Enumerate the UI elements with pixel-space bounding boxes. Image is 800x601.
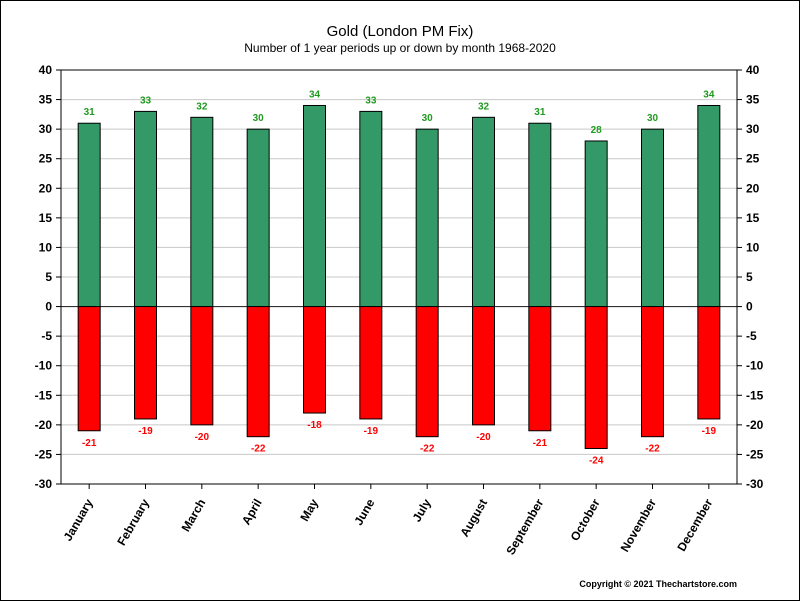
x-tick-label: March [179, 497, 209, 535]
x-tick-label: April [239, 497, 265, 528]
y-tick-label-left: 15 [39, 211, 53, 225]
data-label-down: -19 [138, 426, 153, 437]
y-tick-label-left: 30 [39, 122, 53, 136]
y-tick-label-left: 40 [39, 63, 53, 77]
bar-up [641, 128, 664, 308]
y-tick-label-right: 10 [746, 240, 760, 254]
x-tick-label: June [351, 496, 377, 528]
data-label-down: -19 [364, 426, 379, 437]
y-tick-label-right: -30 [746, 477, 764, 491]
bar-down [584, 306, 608, 450]
bar-down [246, 306, 270, 438]
data-label-up: 30 [253, 113, 265, 124]
data-label-up: 31 [84, 107, 96, 118]
bar-down [303, 306, 326, 414]
chart-title: Gold (London PM Fix) [327, 23, 474, 40]
bar-down [134, 306, 157, 420]
y-tick-label-left: 35 [39, 93, 53, 107]
y-tick-label-right: -10 [746, 359, 764, 373]
data-label-down: -22 [251, 444, 266, 455]
data-labels: 31 -21 33 -19 32 -20 30 -22 34 -18 33 -19 30 -22 32 -20… [82, 89, 717, 466]
data-label-down: -21 [533, 438, 548, 449]
y-tick-label-left: 20 [39, 181, 53, 195]
x-tick-label: October [568, 496, 603, 543]
y-tick-label-right: 25 [746, 152, 760, 166]
y-tick-label-right: 30 [746, 122, 760, 136]
data-label-down: -21 [82, 438, 97, 449]
bars [77, 104, 721, 450]
bar-up [528, 122, 552, 308]
y-tick-label-left: 25 [39, 152, 53, 166]
x-tick-label: February [114, 496, 152, 548]
bar-up [415, 128, 439, 308]
data-label-down: -22 [420, 444, 435, 455]
data-label-down: -20 [476, 432, 491, 443]
data-label-down: -18 [307, 420, 322, 431]
x-tick-label: July [410, 496, 434, 524]
bar-down [641, 306, 664, 438]
bar-up [77, 122, 101, 308]
y-tick-label-left: -20 [35, 418, 53, 432]
bar-up [472, 116, 495, 308]
x-tick-label: August [457, 496, 490, 539]
bar-up [190, 116, 214, 308]
y-tick-label-left: -10 [35, 359, 53, 373]
y-tick-label-right: 35 [746, 93, 760, 107]
bar-down [359, 306, 383, 420]
x-tick-label: May [297, 496, 321, 523]
y-tick-label-left: 10 [39, 240, 53, 254]
bar-up [584, 140, 608, 308]
x-tick-label: December [674, 496, 715, 554]
x-tick-label: September [503, 496, 546, 557]
chart-subtitle: Number of 1 year periods up or down by m… [244, 41, 556, 55]
data-label-up: 34 [309, 89, 321, 100]
data-label-down: -24 [589, 456, 604, 467]
y-tick-label-left: -15 [35, 388, 53, 402]
y-tick-label-right: -25 [746, 447, 764, 461]
y-tick-label-left: 5 [45, 270, 52, 284]
gridlines [61, 99, 737, 455]
y-tick-label-left: -5 [41, 329, 52, 343]
y-tick-label-left: 0 [45, 300, 52, 314]
data-label-up: 32 [196, 101, 208, 112]
y-tick-label-right: 5 [746, 270, 753, 284]
bar-down [697, 306, 721, 420]
data-label-up: 34 [703, 89, 715, 100]
data-label-up: 30 [647, 113, 659, 124]
bar-down [472, 306, 495, 426]
data-label-up: 32 [478, 101, 490, 112]
bar-up [359, 110, 383, 308]
data-label-up: 31 [534, 107, 546, 118]
x-tick-label: November [618, 496, 660, 554]
data-label-down: -22 [645, 444, 660, 455]
plot-area-border [60, 69, 738, 485]
y-tick-label-right: 0 [746, 300, 753, 314]
y-tick-label-right: -5 [746, 329, 757, 343]
copyright-text: Copyright © 2021 Thechartstore.com [579, 579, 737, 589]
x-tick-label: January [61, 496, 96, 543]
bar-down [415, 306, 439, 438]
y-tick-label-left: -25 [35, 447, 53, 461]
data-label-down: -19 [702, 426, 717, 437]
bar-down [190, 306, 214, 426]
bar-down [77, 306, 101, 432]
y-tick-label-right: -20 [746, 418, 764, 432]
y-tick-label-left: -30 [35, 477, 53, 491]
data-label-up: 30 [422, 113, 434, 124]
data-label-up: 33 [140, 95, 152, 106]
bar-up [134, 110, 157, 308]
data-label-up: 33 [365, 95, 377, 106]
y-tick-label-right: -15 [746, 388, 764, 402]
bar-up [697, 104, 721, 308]
bar-up [303, 104, 326, 308]
y-tick-label-right: 20 [746, 181, 760, 195]
y-tick-label-right: 15 [746, 211, 760, 225]
data-label-up: 28 [591, 125, 603, 136]
y-tick-label-right: 40 [746, 63, 760, 77]
data-label-down: -20 [195, 432, 210, 443]
bar-up [246, 128, 270, 308]
bar-down [528, 306, 552, 432]
